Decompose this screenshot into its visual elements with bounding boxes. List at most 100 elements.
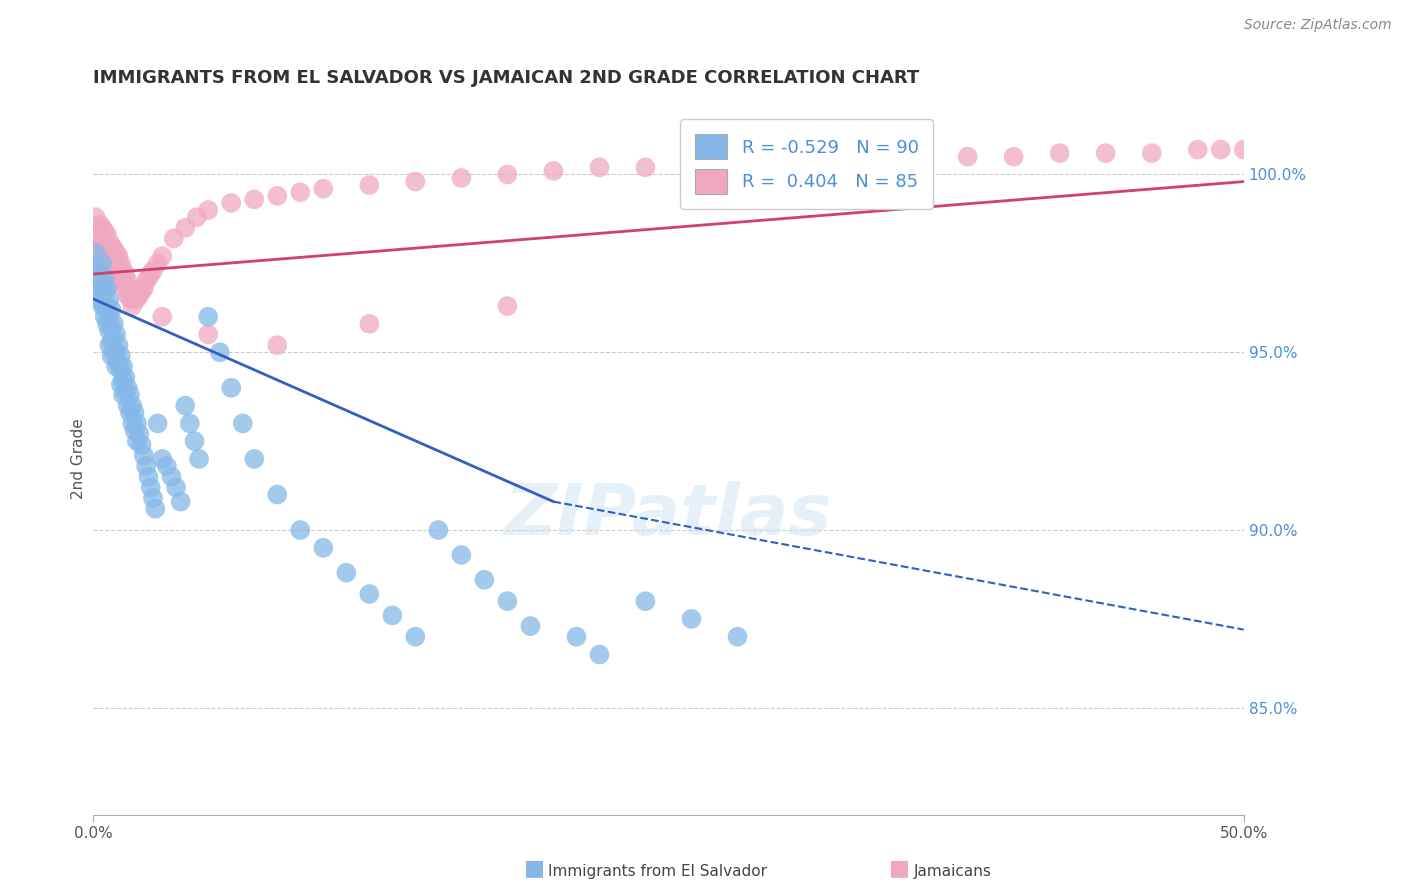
Point [588,648,610,662]
Point [112,388,135,402]
Point [89,217,111,231]
Point [219,195,242,210]
Point [87,220,110,235]
Point [103,345,125,359]
Point [114,370,136,384]
Point [107,263,129,277]
Point [634,161,657,175]
Point [727,630,749,644]
Point [404,630,426,644]
Point [96,260,118,274]
Point [110,270,132,285]
Text: ■: ■ [524,859,544,879]
Point [125,417,148,431]
Point [146,417,169,431]
Point [1049,146,1071,161]
Point [93,310,115,324]
Point [496,168,519,182]
Point [359,178,381,193]
Point [96,317,118,331]
Point [103,242,125,256]
Point [956,150,979,164]
Text: Source: ZipAtlas.com: Source: ZipAtlas.com [1244,18,1392,32]
Point [87,281,110,295]
Point [197,202,219,217]
Point [138,469,160,483]
Point [105,260,128,274]
Point [818,153,841,168]
Point [312,541,335,555]
Point [100,320,122,334]
Point [98,263,121,277]
Point [121,399,143,413]
Point [132,281,155,295]
Point [132,449,155,463]
Point [93,285,115,299]
Point [197,310,219,324]
Point [124,424,146,438]
Text: IMMIGRANTS FROM EL SALVADOR VS JAMAICAN 2ND GRADE CORRELATION CHART: IMMIGRANTS FROM EL SALVADOR VS JAMAICAN … [93,69,920,87]
Point [496,594,519,608]
Point [110,377,132,392]
Point [910,150,932,164]
Point [89,292,111,306]
Point [121,285,143,299]
Point [112,359,135,374]
Point [135,274,157,288]
Point [312,182,335,196]
Point [359,587,381,601]
Point [110,349,132,363]
Text: Immigrants from El Salvador: Immigrants from El Salvador [548,863,768,879]
Point [169,494,191,508]
Point [131,438,153,452]
Point [450,171,472,186]
Point [100,334,122,349]
Point [1094,146,1116,161]
Point [105,327,128,342]
Point [128,427,150,442]
Point [114,384,136,399]
Point [100,349,122,363]
Point [727,157,749,171]
Point [450,548,472,562]
Point [107,356,129,370]
Point [118,388,141,402]
Point [160,469,183,483]
Point [634,594,657,608]
Point [117,381,139,395]
Point [96,299,118,313]
Point [110,256,132,270]
Point [124,406,146,420]
Point [359,317,381,331]
Point [772,153,794,168]
Point [1233,143,1256,157]
Point [543,164,565,178]
Point [118,281,141,295]
Point [174,399,197,413]
Text: ■: ■ [890,859,910,879]
Point [107,249,129,263]
Y-axis label: 2nd Grade: 2nd Grade [72,418,86,500]
Point [93,299,115,313]
Point [681,612,703,626]
Point [91,238,114,252]
Point [243,451,266,466]
Point [150,310,173,324]
Point [89,231,111,245]
Point [290,523,312,537]
Point [105,245,128,260]
Point [174,220,197,235]
Point [135,458,157,473]
Point [100,270,122,285]
Point [165,480,187,494]
Point [266,189,288,203]
Point [84,245,107,260]
Point [219,381,242,395]
Point [183,434,205,449]
Point [335,566,357,580]
Point [117,274,139,288]
Point [519,619,541,633]
Point [142,263,165,277]
Point [118,292,141,306]
Point [105,274,128,288]
